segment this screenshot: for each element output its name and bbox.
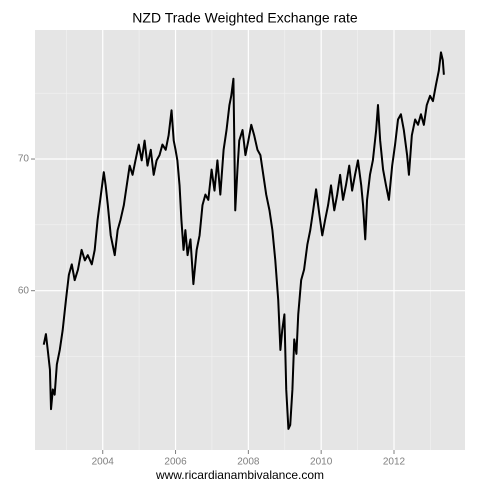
x-axis-label: www.ricardianambivalance.com xyxy=(155,468,324,480)
chart-title: NZD Trade Weighted Exchange rate xyxy=(132,10,358,26)
x-tick-label: 2010 xyxy=(310,457,333,468)
plot-panel xyxy=(35,30,465,450)
x-tick-label: 2004 xyxy=(92,457,115,468)
y-tick-label: 60 xyxy=(18,285,30,296)
y-tick-label: 70 xyxy=(18,154,30,165)
line-series xyxy=(42,51,445,430)
x-tick-label: 2006 xyxy=(164,457,187,468)
x-tick-label: 2008 xyxy=(237,457,260,468)
x-tick-label: 2012 xyxy=(383,457,406,468)
